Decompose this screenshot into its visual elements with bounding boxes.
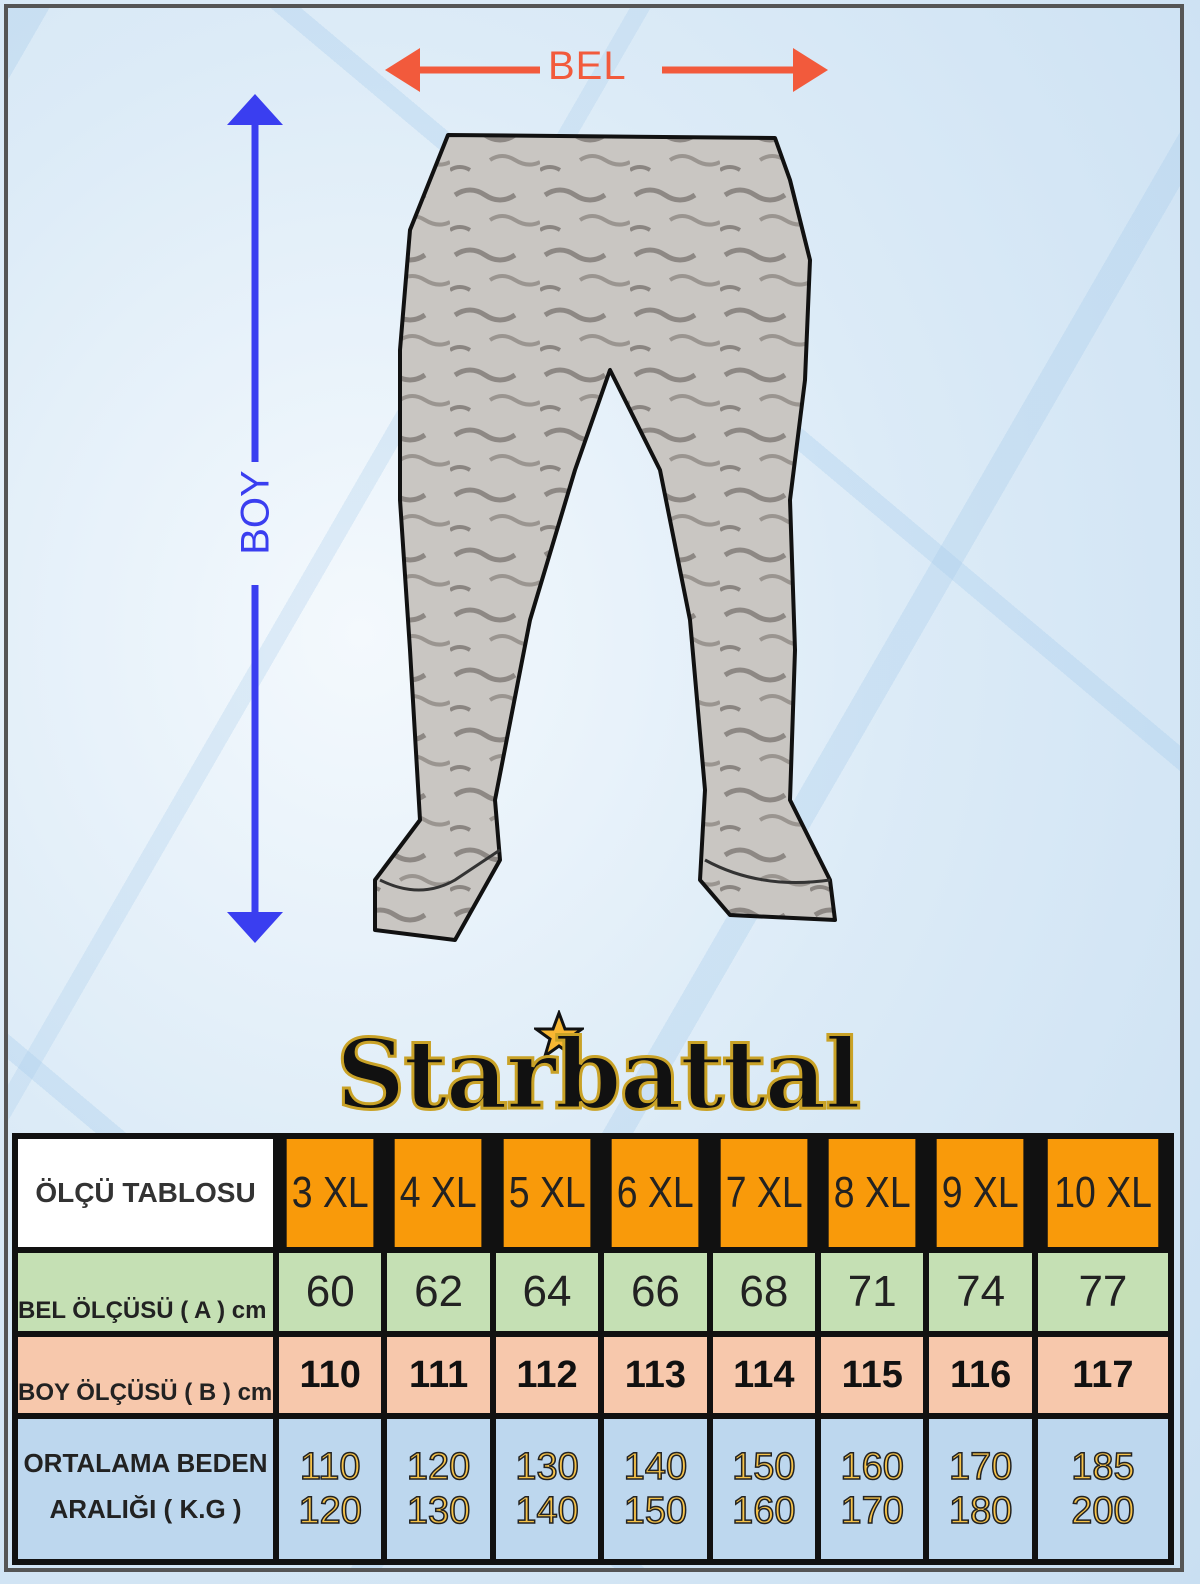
weight-min: 170	[948, 1445, 1013, 1489]
waist-label: BEL	[548, 44, 627, 88]
size-header: 8 XL	[828, 1139, 916, 1247]
weight-max: 160	[731, 1489, 796, 1533]
waist-value: 62	[387, 1253, 490, 1331]
length-value: 114	[712, 1337, 816, 1413]
weight-max: 170	[840, 1489, 905, 1533]
waist-value: 77	[1037, 1253, 1168, 1331]
weight-max: 140	[515, 1489, 580, 1533]
row-label: BEL ÖLÇÜSÜ ( A ) cm	[18, 1253, 273, 1331]
weight-min: 160	[840, 1445, 905, 1489]
weight-max: 120	[298, 1489, 363, 1533]
size-header: 4 XL	[395, 1139, 483, 1247]
table-row-length: BOY ÖLÇÜSÜ ( B ) cm 110 111 112 113 114 …	[18, 1337, 1168, 1413]
waist-value: 68	[712, 1253, 816, 1331]
weight-max: 200	[1070, 1489, 1135, 1533]
length-value: 112	[495, 1337, 599, 1413]
size-header: 10 XL	[1047, 1139, 1159, 1247]
weight-min: 185	[1070, 1445, 1135, 1489]
size-table: ÖLÇÜ TABLOSU 3 XL 4 XL 5 XL 6 XL 7 XL 8 …	[12, 1133, 1174, 1565]
size-header: 9 XL	[937, 1139, 1025, 1247]
length-value: 111	[387, 1337, 490, 1413]
weight-max: 150	[623, 1489, 688, 1533]
size-header: 6 XL	[611, 1139, 699, 1247]
length-value: 116	[929, 1337, 1032, 1413]
length-value: 117	[1037, 1337, 1168, 1413]
waist-value: 64	[495, 1253, 599, 1331]
length-value: 115	[821, 1337, 924, 1413]
weight-range: 140 150	[604, 1419, 707, 1559]
waist-value: 60	[279, 1253, 382, 1331]
waist-value: 71	[821, 1253, 924, 1331]
pants-illustration	[373, 133, 837, 942]
size-header: 3 XL	[286, 1139, 374, 1247]
size-header: 7 XL	[720, 1139, 808, 1247]
waist-value: 74	[929, 1253, 1032, 1331]
weight-range: 160 170	[821, 1419, 924, 1559]
weight-max: 130	[406, 1489, 471, 1533]
weight-range: 150 160	[712, 1419, 816, 1559]
row-label: ORTALAMA BEDEN ARALIĞI ( K.G )	[18, 1419, 273, 1559]
length-value: 110	[279, 1337, 382, 1413]
weight-range: 130 140	[495, 1419, 599, 1559]
length-arrow	[227, 94, 283, 943]
measurement-arrows	[227, 48, 828, 943]
weight-range: 185 200	[1037, 1419, 1168, 1559]
brand-logo: Starbattal	[334, 1010, 916, 1131]
row-label-line: ORTALAMA BEDEN	[23, 1448, 268, 1478]
table-title: ÖLÇÜ TABLOSU	[18, 1139, 273, 1247]
row-label: BOY ÖLÇÜSÜ ( B ) cm	[18, 1337, 273, 1413]
weight-max: 180	[948, 1489, 1013, 1533]
star-icon	[534, 1010, 584, 1060]
row-label-line: ARALIĞI ( K.G )	[49, 1494, 242, 1524]
weight-min: 110	[299, 1445, 361, 1489]
weight-range: 120 130	[387, 1419, 490, 1559]
table-row-waist: BEL ÖLÇÜSÜ ( A ) cm 60 62 64 66 68 71 74…	[18, 1253, 1168, 1331]
waist-value: 66	[604, 1253, 707, 1331]
length-value: 113	[604, 1337, 707, 1413]
waist-arrow	[385, 48, 828, 92]
weight-min: 150	[731, 1445, 796, 1489]
weight-range: 110 120	[279, 1419, 382, 1559]
weight-min: 140	[623, 1445, 688, 1489]
weight-range: 170 180	[929, 1419, 1032, 1559]
size-header: 5 XL	[503, 1139, 591, 1247]
weight-min: 130	[515, 1445, 580, 1489]
table-row-weight: ORTALAMA BEDEN ARALIĞI ( K.G ) 110 120 12…	[18, 1419, 1168, 1559]
brand-logo-text: Starbattal	[334, 1018, 862, 1131]
weight-min: 120	[406, 1445, 471, 1489]
